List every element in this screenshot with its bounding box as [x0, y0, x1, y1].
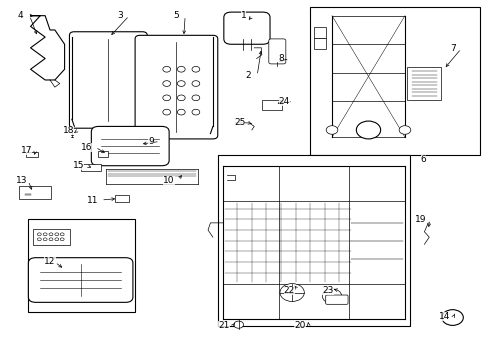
FancyBboxPatch shape	[91, 126, 169, 166]
FancyBboxPatch shape	[135, 35, 217, 139]
FancyBboxPatch shape	[81, 164, 101, 171]
Circle shape	[280, 284, 304, 301]
Text: 25: 25	[233, 118, 245, 127]
Text: 6: 6	[420, 155, 426, 164]
Circle shape	[177, 95, 185, 101]
Text: 12: 12	[44, 257, 56, 266]
Circle shape	[192, 81, 200, 86]
Text: 19: 19	[414, 215, 426, 224]
Circle shape	[60, 238, 64, 241]
Circle shape	[37, 233, 41, 236]
Text: 17: 17	[21, 146, 32, 155]
Text: 10: 10	[163, 176, 175, 185]
Circle shape	[60, 233, 64, 236]
FancyBboxPatch shape	[26, 152, 38, 157]
Circle shape	[49, 238, 53, 241]
Bar	[28, 219, 135, 312]
Text: 1: 1	[240, 11, 246, 20]
Circle shape	[55, 238, 59, 241]
Text: 2: 2	[245, 71, 251, 80]
FancyBboxPatch shape	[98, 151, 108, 157]
Text: 4: 4	[18, 11, 23, 20]
FancyBboxPatch shape	[69, 32, 147, 128]
FancyBboxPatch shape	[325, 295, 347, 304]
Circle shape	[49, 233, 53, 236]
Circle shape	[55, 233, 59, 236]
Text: 18: 18	[62, 126, 74, 135]
Circle shape	[192, 95, 200, 101]
Text: 23: 23	[322, 285, 333, 294]
FancyBboxPatch shape	[262, 100, 282, 110]
Circle shape	[163, 66, 170, 72]
Text: 20: 20	[294, 321, 305, 330]
Circle shape	[163, 95, 170, 101]
Circle shape	[322, 289, 341, 303]
Circle shape	[43, 233, 47, 236]
Text: 14: 14	[438, 312, 449, 321]
Text: 21: 21	[218, 321, 229, 330]
Circle shape	[163, 109, 170, 115]
Bar	[217, 155, 409, 327]
FancyBboxPatch shape	[407, 67, 441, 100]
Circle shape	[177, 81, 185, 86]
Text: 16: 16	[81, 143, 92, 152]
Text: 3: 3	[118, 11, 123, 20]
Bar	[309, 7, 479, 155]
Circle shape	[325, 126, 337, 134]
FancyBboxPatch shape	[33, 229, 70, 246]
Circle shape	[398, 126, 410, 134]
Text: 8: 8	[278, 54, 283, 63]
Text: 22: 22	[283, 285, 294, 294]
Circle shape	[43, 238, 47, 241]
FancyBboxPatch shape	[313, 38, 325, 49]
Text: 5: 5	[173, 11, 179, 20]
Circle shape	[177, 109, 185, 115]
Circle shape	[37, 238, 41, 241]
FancyBboxPatch shape	[115, 195, 128, 202]
Text: 13: 13	[16, 176, 27, 185]
Text: 11: 11	[86, 195, 98, 204]
Circle shape	[177, 66, 185, 72]
Circle shape	[192, 109, 200, 115]
FancyBboxPatch shape	[313, 27, 325, 38]
FancyBboxPatch shape	[28, 258, 133, 302]
Text: 15: 15	[72, 161, 84, 170]
Circle shape	[192, 66, 200, 72]
FancyBboxPatch shape	[20, 186, 51, 199]
Circle shape	[233, 321, 243, 328]
Text: 7: 7	[449, 44, 454, 53]
Text: 24: 24	[278, 97, 289, 106]
Circle shape	[441, 310, 462, 325]
Polygon shape	[30, 16, 64, 80]
Circle shape	[356, 121, 380, 139]
FancyBboxPatch shape	[268, 39, 285, 64]
FancyBboxPatch shape	[224, 12, 269, 44]
Circle shape	[163, 81, 170, 86]
Text: 9: 9	[148, 137, 154, 146]
